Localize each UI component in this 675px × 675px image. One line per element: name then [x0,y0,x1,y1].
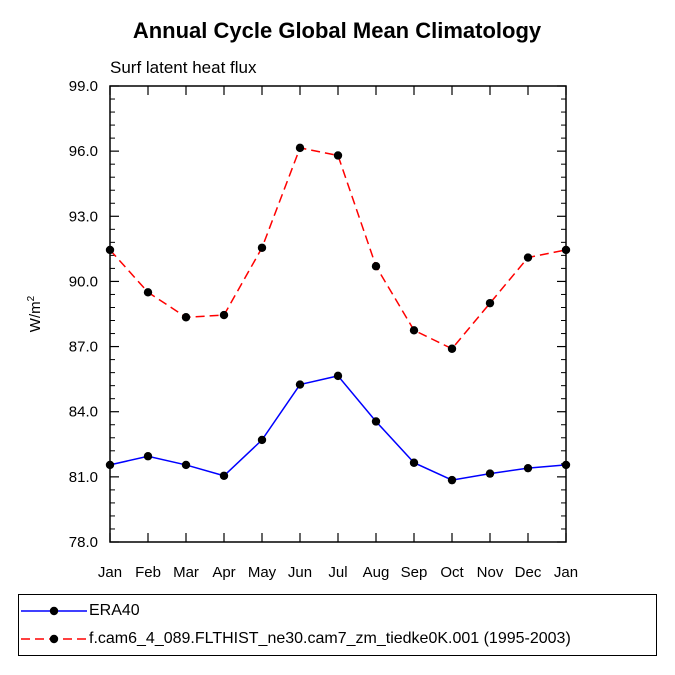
x-tick-label: Aug [363,564,390,581]
series-1-point [485,298,495,308]
series-1-point [523,253,533,262]
series-0-point [485,469,495,478]
series-0-point [447,475,457,485]
legend-line-blue [21,606,87,616]
series-1-point [143,288,153,297]
series-0-point [181,460,191,470]
series-0-point [523,463,533,473]
series-1-point [219,310,229,320]
chart-canvas: Annual Cycle Global Mean Climatology Sur… [26,18,578,581]
series-1-point [371,262,381,271]
chart-title: Annual Cycle Global Mean Climatology [133,18,542,43]
x-tick-label: Jan [98,564,122,581]
series-0-point [257,435,267,445]
y-tick-label: 99.0 [69,78,98,95]
series-line-1 [109,147,567,350]
legend-label-model: f.cam6_4_089.FLTHIST_ne30.cam7_zm_tiedke… [89,630,571,647]
series-1-point [295,143,305,153]
series-1-point [181,313,191,322]
x-tick-label: Sep [401,564,428,581]
x-tick-label: Feb [135,564,161,581]
legend: ERA40 f.cam6_4_089.FLTHIST_ne30.cam7_zm_… [18,594,657,656]
y-tick-label: 81.0 [69,469,98,486]
series-0-point [143,452,153,461]
y-tick-label: 93.0 [69,208,98,225]
x-tick-label: Mar [173,564,199,581]
y-tick-label: 96.0 [69,143,98,160]
series-0-point [371,417,381,426]
legend-line-red [21,634,87,644]
y-tick-label: 84.0 [69,404,98,421]
x-tick-label: Nov [477,564,504,581]
legend-item-era40: ERA40 [19,598,140,624]
y-tick-label: 87.0 [69,339,98,356]
y-tick-label: 78.0 [69,534,98,551]
legend-item-model: f.cam6_4_089.FLTHIST_ne30.cam7_zm_tiedke… [19,626,571,652]
plot-frame [109,85,567,543]
y-tick-label: 90.0 [69,273,98,290]
chart-subtitle: Surf latent heat flux [110,58,257,77]
series-layer [105,143,571,485]
x-tick-label: May [248,564,277,581]
series-1-point [257,243,267,252]
series-0-point [219,471,229,480]
y-axis-label-superscript: 2 [26,295,37,301]
series-1-point [333,151,343,160]
y-axis-label: W/m2 [26,295,44,332]
x-tick-label: Jul [328,564,347,581]
legend-label-era40: ERA40 [89,602,140,619]
x-tick-label: Jun [288,564,312,581]
x-tick-label: Dec [515,564,542,581]
series-0-point [295,380,305,389]
y-axis-label-unit: W/m [27,301,44,332]
series-0-point [409,458,419,467]
series-1-point [409,326,419,335]
series-line-0 [109,375,567,481]
axis-ticks: 78.0 81.0 84.0 87.0 90.0 93.0 96.0 99.0 Jan Feb Ma… [69,78,578,581]
x-tick-label: Jan [554,564,578,581]
x-tick-label: Apr [212,564,235,581]
series-1-point [447,344,457,353]
x-tick-label: Oct [440,564,464,581]
series-0-point [333,371,343,381]
